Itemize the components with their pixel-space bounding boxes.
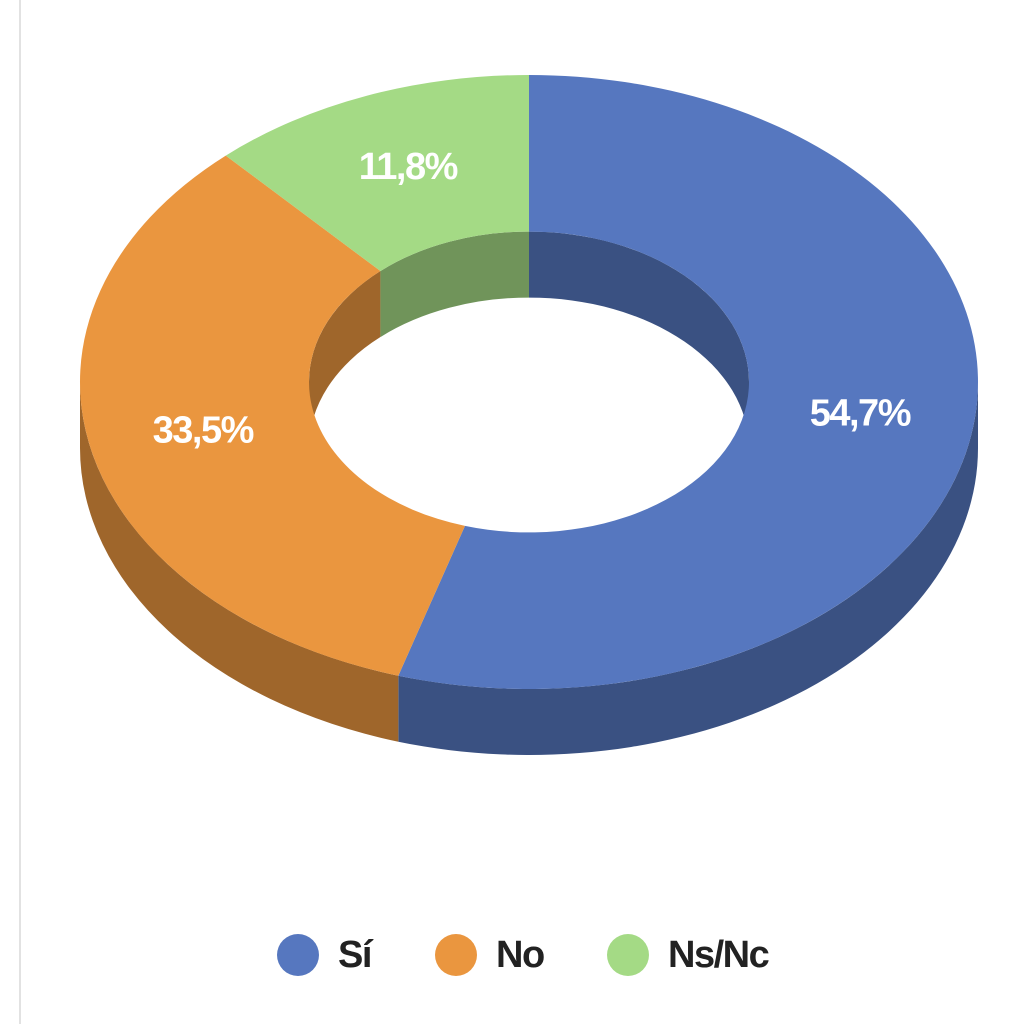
legend-label: Sí	[338, 934, 374, 976]
legend: Sí No Ns/Nc	[277, 934, 771, 976]
legend-label: Ns/Nc	[668, 934, 770, 976]
legend-marker	[435, 934, 477, 976]
slice	[225, 75, 529, 272]
labels: 54,7% 33,5% 11,8%	[153, 146, 913, 452]
value-label: 54,7%	[810, 393, 911, 435]
value-label: 33,5%	[153, 410, 254, 452]
walls	[80, 231, 978, 756]
inner-wall	[380, 231, 529, 338]
top-faces	[79, 75, 978, 690]
legend-label: No	[496, 934, 544, 976]
outer-wall	[398, 382, 978, 756]
inner-wall	[308, 271, 381, 448]
value-label: 11,8%	[359, 146, 458, 188]
legend-marker	[607, 934, 649, 976]
slice	[79, 155, 465, 676]
legend-marker	[277, 934, 319, 976]
inner-wall	[529, 231, 750, 448]
slice	[398, 75, 978, 690]
outer-wall	[80, 382, 399, 742]
